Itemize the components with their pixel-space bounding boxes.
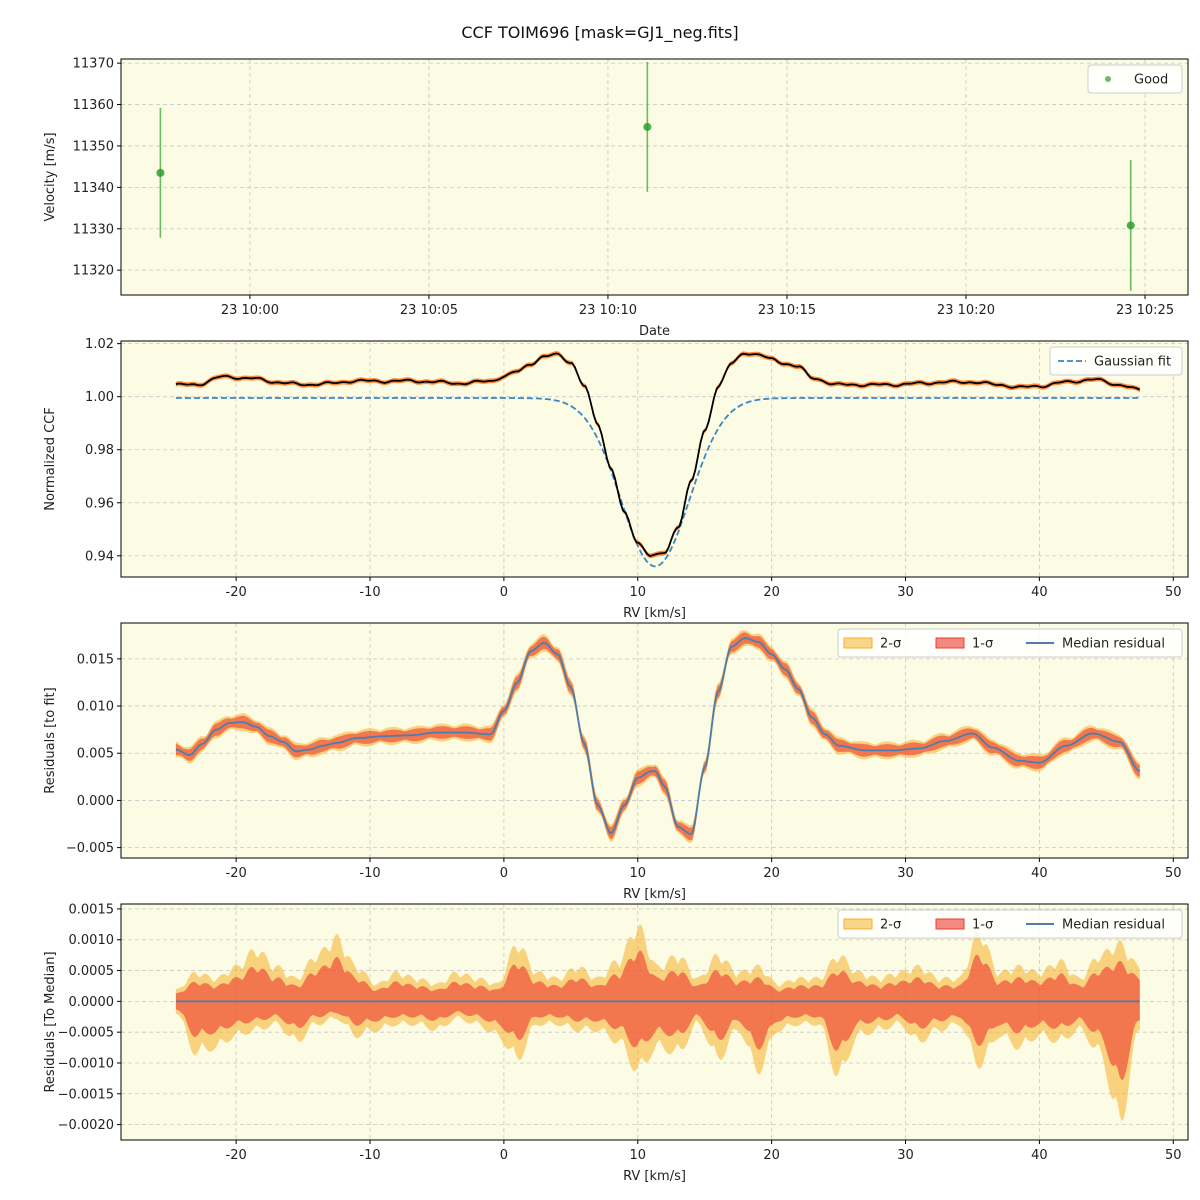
- x-tick-label: 10: [629, 585, 646, 600]
- x-tick-label: -20: [226, 585, 247, 600]
- legend-swatch-1-sigma: [935, 918, 965, 930]
- legend-label-2-sigma: 2-σ: [880, 637, 901, 652]
- x-tick-label: 30: [897, 866, 914, 881]
- x-tick-label: 20: [763, 1148, 780, 1163]
- x-tick-label: -10: [359, 866, 380, 881]
- x-tick-label: 23 10:20: [937, 303, 995, 318]
- plot-area: [121, 623, 1188, 858]
- x-axis-label: RV [km/s]: [623, 1169, 686, 1184]
- plot-area: [121, 59, 1188, 295]
- x-tick-label: 50: [1165, 1148, 1182, 1163]
- data-point: [156, 168, 165, 177]
- legend-box: [1087, 64, 1183, 94]
- band-1-sigma: [175, 950, 1140, 1081]
- x-tick-label: 23 10:10: [579, 303, 637, 318]
- y-tick-label: 0.0015: [69, 902, 115, 917]
- axes-frame: [120, 340, 1189, 578]
- y-axis-label: Normalized CCF: [43, 407, 58, 511]
- y-tick-label: 11340: [73, 181, 114, 196]
- panel-residuals-to-median: -20 -10 0 10 20 30 40 50 −0.0020 −0.0015 −0.0010 −0…: [43, 902, 1189, 1184]
- legend-label-1-sigma: 1-σ: [972, 637, 993, 652]
- legend-label-median: Median residual: [1062, 918, 1165, 933]
- x-tick-label: 50: [1165, 866, 1182, 881]
- y-tick-label: −0.0010: [58, 1056, 114, 1071]
- legend-label-median: Median residual: [1062, 637, 1165, 652]
- x-tick-label: -10: [359, 585, 380, 600]
- x-tick-label: 40: [1031, 585, 1048, 600]
- plot-area: [121, 341, 1188, 577]
- y-tick-label: 0.0005: [69, 964, 115, 979]
- legend-marker-good: [1105, 76, 1111, 82]
- ccf-line: [175, 352, 1141, 557]
- x-tick-label: 23 10:25: [1116, 303, 1174, 318]
- panel-velocity: 23 10:00 23 10:05 23 10:10 23 10:15 23 10:20…: [43, 57, 1189, 339]
- panel-normalized-ccf: -20 -10 0 10 20 30 40 50 0.94 0.96 0.98 1.00 1.02 RV …: [43, 337, 1189, 621]
- y-tick-label: 0.005: [77, 747, 114, 762]
- y-tick-label: 0.015: [77, 652, 114, 667]
- x-tick-label: 10: [629, 866, 646, 881]
- y-tick-label: 0.000: [77, 794, 114, 809]
- y-tick-label: −0.0020: [58, 1118, 114, 1133]
- x-tick-label: -20: [226, 1148, 247, 1163]
- x-tick-label: -20: [226, 866, 247, 881]
- legend-box: [837, 909, 1183, 939]
- legend-box: [1049, 346, 1183, 376]
- legend-swatch-2-sigma: [843, 637, 873, 649]
- legend-label-2-sigma: 2-σ: [880, 918, 901, 933]
- legend-swatch-1-sigma: [935, 637, 965, 649]
- x-tick-label: 20: [763, 585, 780, 600]
- y-tick-label: −0.005: [66, 841, 114, 856]
- legend-label-good: Good: [1134, 73, 1168, 88]
- y-axis-label: Residuals [To Median]: [43, 951, 58, 1092]
- x-tick-label: 30: [897, 585, 914, 600]
- y-tick-label: 11350: [73, 139, 114, 154]
- data-point: [643, 122, 652, 131]
- x-tick-label: 0: [500, 866, 508, 881]
- y-tick-label: 11370: [73, 57, 114, 72]
- x-tick-label: 10: [629, 1148, 646, 1163]
- legend-box: [837, 628, 1183, 658]
- y-axis-label: Velocity [m/s]: [43, 132, 58, 221]
- x-axis-label: RV [km/s]: [623, 887, 686, 902]
- x-tick-label: 23 10:00: [221, 303, 279, 318]
- x-tick-label: 50: [1165, 585, 1182, 600]
- y-tick-label: 11320: [73, 264, 114, 279]
- data-point: [1126, 221, 1135, 230]
- y-tick-label: 0.94: [85, 549, 114, 564]
- y-tick-label: 0.96: [85, 496, 114, 511]
- y-tick-label: 1.02: [85, 337, 114, 352]
- panel-residuals-to-fit: -20 -10 0 10 20 30 40 50 −0.005 0.000 0.005 0.010 0.…: [43, 622, 1189, 902]
- x-axis-label: RV [km/s]: [623, 606, 686, 621]
- x-tick-label: 40: [1031, 866, 1048, 881]
- x-tick-label: 0: [500, 585, 508, 600]
- x-tick-label: 40: [1031, 1148, 1048, 1163]
- y-tick-label: 0.010: [77, 700, 114, 715]
- axes-frame: [120, 58, 1189, 296]
- x-tick-label: 0: [500, 1148, 508, 1163]
- y-tick-label: −0.0015: [58, 1087, 114, 1102]
- legend-label-1-sigma: 1-σ: [972, 918, 993, 933]
- y-tick-label: 0.98: [85, 443, 114, 458]
- x-tick-label: 20: [763, 866, 780, 881]
- x-tick-label: 23 10:05: [400, 303, 458, 318]
- legend-swatch-2-sigma: [843, 918, 873, 930]
- y-tick-label: 11330: [73, 222, 114, 237]
- y-tick-label: 0.0010: [69, 933, 115, 948]
- axes-frame: [120, 903, 1189, 1141]
- x-tick-label: 23 10:15: [758, 303, 816, 318]
- figure-title: CCF TOIM696 [mask=GJ1_neg.fits]: [461, 23, 738, 43]
- y-axis-label: Residuals [to fit]: [43, 687, 58, 793]
- y-tick-label: 1.00: [85, 390, 114, 405]
- median-residual-line: [175, 637, 1141, 836]
- y-tick-label: −0.0005: [58, 1026, 114, 1041]
- y-tick-label: 11360: [73, 98, 114, 113]
- axes-frame: [120, 622, 1189, 859]
- x-tick-label: -10: [359, 1148, 380, 1163]
- x-axis-label: Date: [639, 324, 670, 339]
- x-tick-label: 30: [897, 1148, 914, 1163]
- legend-label-gaussian: Gaussian fit: [1094, 355, 1171, 370]
- y-tick-label: 0.0000: [69, 995, 115, 1010]
